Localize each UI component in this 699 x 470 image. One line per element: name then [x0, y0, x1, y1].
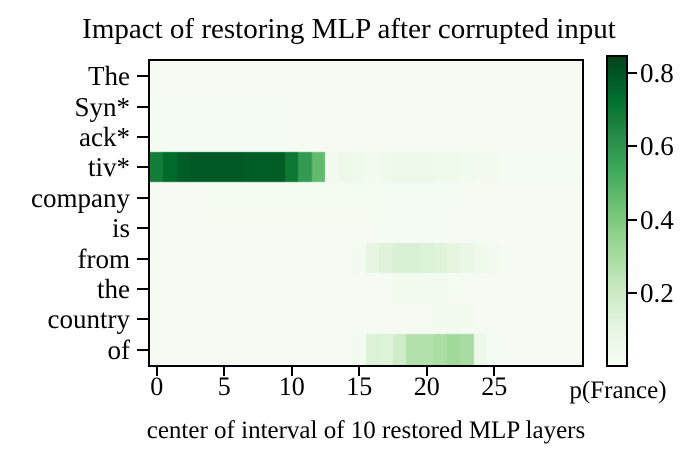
y-tick-mark — [137, 348, 148, 351]
x-tick-label: 25 — [481, 372, 508, 401]
x-tick-mark — [223, 367, 226, 376]
x-tick-mark — [290, 367, 293, 376]
y-tick-mark — [137, 288, 148, 290]
colorbar-tick-mark — [628, 292, 637, 295]
x-tick-mark — [358, 367, 361, 376]
x-tick-label: 20 — [413, 372, 440, 401]
y-tick-label: the — [97, 274, 130, 304]
colorbar-frame — [606, 55, 628, 367]
y-tick-label: ack* — [79, 122, 130, 152]
colorbar-tick-mark — [628, 145, 637, 148]
colorbar-canvas — [608, 57, 626, 365]
x-tick-mark — [425, 367, 428, 376]
colorbar-tick-label: 0.4 — [640, 204, 674, 235]
colorbar-tick-label: 0.8 — [640, 57, 674, 88]
colorbar-tick-mark — [628, 71, 637, 74]
y-tick-label: company — [31, 182, 130, 213]
plot-frame — [148, 59, 584, 367]
x-tick-label: 5 — [217, 372, 231, 401]
y-tick-mark — [137, 257, 148, 260]
y-tick-mark — [137, 196, 148, 199]
y-tick-mark — [137, 105, 148, 108]
colorbar-tick-label: 0.6 — [640, 131, 674, 162]
y-tick-label: Syn* — [74, 91, 130, 122]
y-tick-mark — [137, 227, 148, 230]
x-tick-mark — [493, 367, 496, 376]
y-tick-label: of — [107, 334, 131, 365]
y-tick-mark — [137, 75, 148, 78]
y-tick-mark — [137, 318, 148, 321]
y-tick-label: is — [111, 213, 130, 244]
colorbar-tick-mark — [628, 218, 637, 221]
x-tick-mark — [155, 367, 158, 376]
x-axis-label: center of interval of 10 restored MLP la… — [146, 417, 586, 444]
x-tick-label: 15 — [346, 372, 373, 401]
chart-title: Impact of restoring MLP after corrupted … — [82, 13, 616, 45]
y-tick-label: from — [77, 243, 130, 274]
x-tick-label: 0 — [150, 372, 164, 401]
y-tick-label: tiv* — [87, 152, 130, 183]
colorbar-tick-label: 0.2 — [640, 278, 674, 309]
heatmap-canvas — [150, 61, 582, 365]
y-tick-mark — [137, 166, 148, 169]
y-tick-label: country — [47, 304, 130, 335]
y-tick-label: The — [88, 61, 130, 92]
x-tick-label: 10 — [278, 372, 305, 401]
y-tick-mark — [137, 136, 148, 138]
colorbar-value-label: p(France) — [569, 377, 667, 404]
